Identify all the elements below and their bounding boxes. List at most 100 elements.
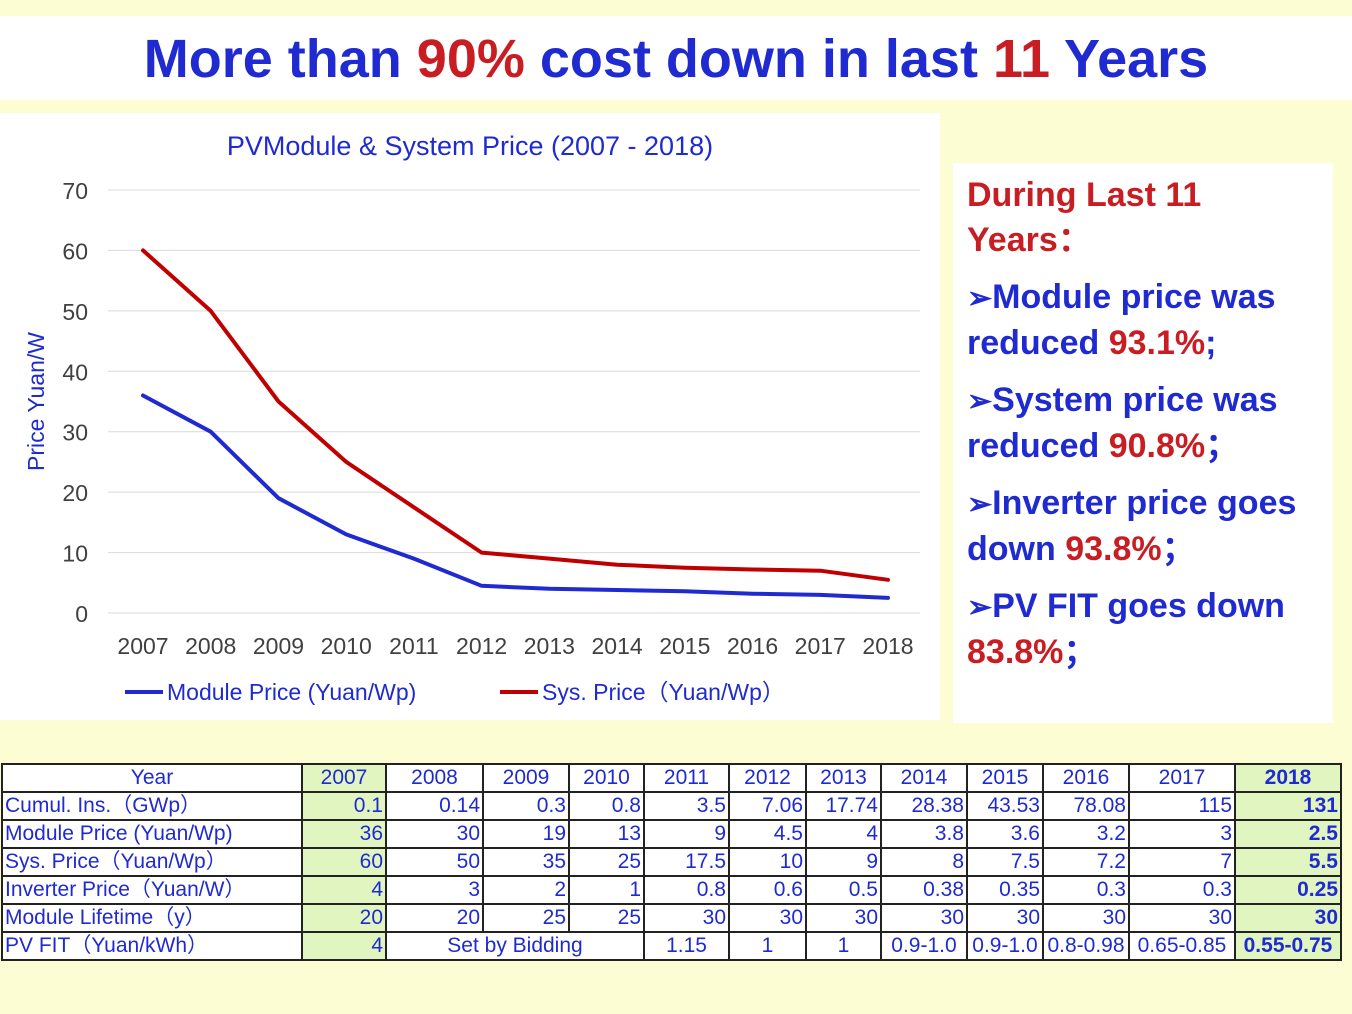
table-cell: 13: [568, 819, 645, 849]
bullet-text: Module price was reduced: [967, 278, 1276, 362]
table-cell: 0.3: [1128, 875, 1236, 905]
bullet-text: System price was reduced: [967, 381, 1278, 465]
table-header-row: Year 2007 2008 2009 2010 2011 2012 2013 2014 2015…: [1, 763, 1342, 793]
table-cell: 5.5: [1234, 847, 1342, 877]
table-cell: 0.3: [482, 791, 570, 821]
table-header-cell: 2018: [1234, 763, 1342, 793]
series-line-0: [141, 393, 890, 600]
x-tick-label: 2016: [727, 633, 778, 659]
table-cell: 20: [301, 903, 387, 933]
table-header-cell: 2016: [1042, 763, 1130, 793]
legend-label: Module Price (Yuan/Wp): [167, 679, 416, 705]
table-cell: 0.8-0.98: [1042, 931, 1130, 961]
table-row: Cumul. Ins.（GWp） 0.1 0.14 0.3 0.8 3.5 7.06 17.7…: [1, 791, 1342, 821]
series-point-1: [209, 309, 213, 313]
table-cell: 78.08: [1042, 791, 1130, 821]
table-row: Sys. Price（Yuan/Wp） 60 50 35 25 17.5 10 9 8 7.5 7.…: [1, 847, 1342, 877]
table-cell: 36: [301, 819, 387, 849]
table-cell: 0.8: [643, 875, 730, 905]
chart-title: PVModule & System Price (2007 - 2018): [227, 131, 713, 161]
table-header-cell: 2017: [1128, 763, 1236, 793]
table-row-label: Cumul. Ins.（GWp）: [1, 791, 303, 821]
table-cell: 0.65-0.85: [1128, 931, 1236, 961]
slide-title: More than 90% cost down in last 11 Years: [0, 28, 1352, 90]
table-cell: 7: [1128, 847, 1236, 877]
table-cell: 7.2: [1042, 847, 1130, 877]
series-point-0: [344, 532, 348, 536]
table-cell: 30: [1128, 903, 1236, 933]
y-tick-label: 50: [62, 299, 88, 325]
table-header-cell: 2015: [966, 763, 1044, 793]
bullet-text: PV FIT goes down: [992, 587, 1285, 625]
table-cell: 3: [1128, 819, 1236, 849]
series-point-1: [480, 551, 484, 555]
y-tick-label: 10: [62, 541, 88, 567]
series-point-0: [818, 593, 822, 597]
table-cell: 0.8: [568, 791, 645, 821]
table-cell: 131: [1234, 791, 1342, 821]
table-cell: 1: [728, 931, 807, 961]
arrow-bullet-icon: ➢: [967, 488, 993, 521]
table-cell: 3: [385, 875, 484, 905]
title-text: Years: [1050, 29, 1209, 89]
table-cell: 19: [482, 819, 570, 849]
price-line-chart: PVModule & System Price (2007 - 2018) 0 10…: [23, 131, 920, 705]
summary-bullets: ➢Module price was reduced 93.1%; ➢System …: [967, 275, 1332, 675]
y-tick-label: 40: [62, 359, 88, 385]
table-cell: 3.2: [1042, 819, 1130, 849]
y-tick-label: 60: [62, 238, 88, 264]
legend-label: Sys. Price（Yuan/Wp）: [542, 679, 785, 705]
series-point-1: [344, 460, 348, 464]
x-tick-label: 2010: [321, 633, 372, 659]
series-point-0: [683, 589, 687, 593]
table-cell: 30: [805, 903, 882, 933]
title-text: More than: [143, 29, 417, 89]
table-cell: 7.06: [728, 791, 807, 821]
series-point-1: [547, 557, 551, 561]
arrow-bullet-icon: ➢: [967, 385, 993, 418]
series-point-1: [141, 248, 145, 252]
table-cell: 3.5: [643, 791, 730, 821]
series-point-1: [818, 569, 822, 573]
y-axis-label: Price Yuan/W: [23, 332, 49, 471]
table-cell: 30: [966, 903, 1044, 933]
summary-bullet: ➢Inverter price goes down 93.8%；: [967, 481, 1332, 572]
table-cell: 30: [1042, 903, 1130, 933]
series-point-0: [141, 393, 145, 397]
table-row: Inverter Price（Yuan/W） 4 3 2 1 0.8 0.6 0.5 0.38 0…: [1, 875, 1342, 905]
table-cell: 9: [643, 819, 730, 849]
series-point-1: [276, 400, 280, 403]
table-cell: 20: [385, 903, 484, 933]
x-tick-label: 2014: [592, 633, 643, 659]
bullet-percent: 90.8%: [1108, 427, 1206, 465]
table-cell: 10: [728, 847, 807, 877]
summary-bullet: ➢System price was reduced 90.8%；: [967, 378, 1332, 469]
series-point-1: [751, 567, 755, 571]
table-row: Module Lifetime（y） 20 20 25 25 30 30 30 30 30 30 30…: [1, 903, 1342, 933]
table-cell: 3.6: [966, 819, 1044, 849]
summary-bullet: ➢Module price was reduced 93.1%;: [967, 275, 1332, 366]
table-cell: 0.14: [385, 791, 484, 821]
table-cell: 25: [482, 903, 570, 933]
table-cell: 0.3: [1042, 875, 1130, 905]
table-cell: 0.9-1.0: [880, 931, 968, 961]
table-row-label: Module Price (Yuan/Wp): [1, 819, 303, 849]
table-cell: 7.5: [966, 847, 1044, 877]
summary-heading: During Last 11 Years：: [967, 176, 1202, 259]
table-cell: 30: [880, 903, 968, 933]
series-point-1: [615, 563, 619, 567]
table-header-cell: 2013: [805, 763, 882, 793]
table-cell: 30: [643, 903, 730, 933]
series-point-0: [751, 592, 755, 596]
summary-panel: During Last 11 Years： ➢Module price was …: [953, 163, 1333, 723]
series-point-0: [209, 430, 213, 434]
table-header-year: Year: [1, 763, 303, 793]
bullet-end: ；: [1205, 427, 1240, 465]
table-cell: 28.38: [880, 791, 968, 821]
table-cell: 115: [1128, 791, 1236, 821]
table-header-cell: 2014: [880, 763, 968, 793]
series-point-1: [412, 505, 416, 509]
title-text: cost down in last: [524, 29, 993, 89]
series-line-1: [141, 248, 890, 582]
series-point-1: [886, 578, 890, 582]
